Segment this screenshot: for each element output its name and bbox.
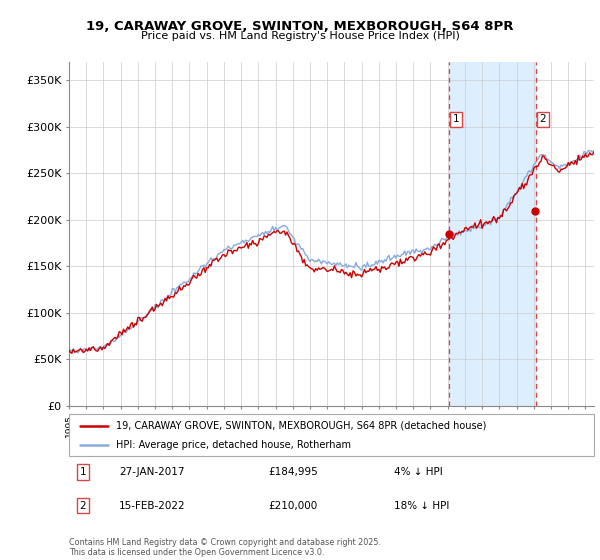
Text: 19, CARAWAY GROVE, SWINTON, MEXBOROUGH, S64 8PR: 19, CARAWAY GROVE, SWINTON, MEXBOROUGH, …	[86, 20, 514, 32]
Text: HPI: Average price, detached house, Rotherham: HPI: Average price, detached house, Roth…	[116, 440, 351, 450]
Text: 19, CARAWAY GROVE, SWINTON, MEXBOROUGH, S64 8PR (detached house): 19, CARAWAY GROVE, SWINTON, MEXBOROUGH, …	[116, 421, 487, 431]
Text: 1: 1	[452, 114, 459, 124]
Bar	[449, 62, 536, 406]
FancyBboxPatch shape	[69, 414, 594, 456]
Text: 2: 2	[79, 501, 86, 511]
Text: 18% ↓ HPI: 18% ↓ HPI	[395, 501, 450, 511]
Text: 1: 1	[79, 467, 86, 477]
Text: 15-FEB-2022: 15-FEB-2022	[119, 501, 185, 511]
Text: 27-JAN-2017: 27-JAN-2017	[119, 467, 184, 477]
Text: Contains HM Land Registry data © Crown copyright and database right 2025.
This d: Contains HM Land Registry data © Crown c…	[69, 538, 381, 557]
Text: 4% ↓ HPI: 4% ↓ HPI	[395, 467, 443, 477]
Text: £184,995: £184,995	[269, 467, 318, 477]
Text: Price paid vs. HM Land Registry's House Price Index (HPI): Price paid vs. HM Land Registry's House …	[140, 31, 460, 41]
Text: 2: 2	[539, 114, 546, 124]
Text: £210,000: £210,000	[269, 501, 318, 511]
